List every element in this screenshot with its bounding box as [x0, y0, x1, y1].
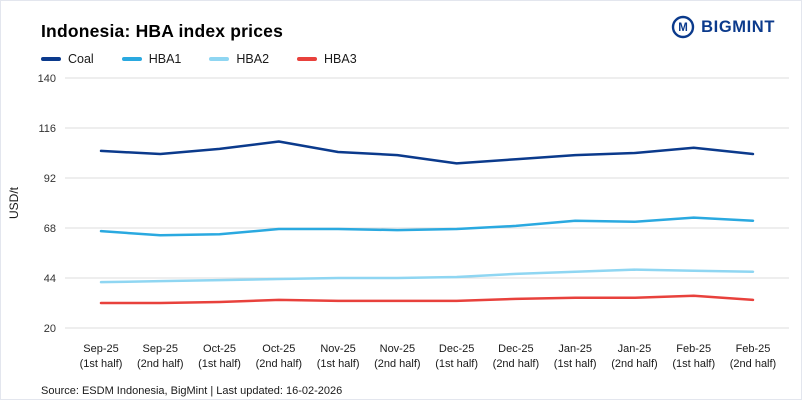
legend-swatch-hba1 — [121, 57, 142, 61]
y-tick-label: 116 — [38, 123, 56, 135]
source-note: Source: ESDM Indonesia, BigMint | Last u… — [41, 385, 343, 397]
series-line-hba1 — [99, 216, 755, 237]
legend-swatch-coal — [41, 57, 61, 61]
x-tick-label: Sep-25 (1st half) — [80, 343, 123, 370]
x-tick-label: Nov-25 (2nd half) — [374, 343, 420, 370]
header: Indonesia: HBA index prices M BIGMINT — [1, 1, 801, 42]
y-tick-label: 68 — [44, 223, 56, 235]
legend-swatch-hba2 — [209, 57, 230, 61]
series-line-hba2 — [99, 268, 755, 284]
x-tick-label: Dec-25 (1st half) — [435, 343, 478, 370]
legend-label: Coal — [68, 52, 94, 66]
x-tick-label: Oct-25 (1st half) — [198, 343, 241, 370]
brand-m-icon: M — [671, 15, 695, 39]
x-tick-label: Feb-25 (2nd half) — [730, 343, 776, 370]
x-tick-label: Sep-25 (2nd half) — [137, 343, 183, 370]
y-tick-label: 20 — [44, 323, 56, 335]
y-tick-label: 140 — [38, 73, 56, 85]
chart: 20 44 68 92 116 140 USD/t Sep-25 (1st half) Sep-2… — [1, 68, 801, 383]
series-line-hba3 — [99, 294, 755, 305]
x-tick-label: Jan-25 (1st half) — [554, 343, 597, 370]
x-tick-label: Oct-25 (2nd half) — [256, 343, 302, 370]
series-line-coal — [99, 140, 755, 165]
legend-item-hba2: HBA2 — [209, 52, 269, 66]
y-tick-label: 92 — [44, 173, 56, 185]
legend-item-coal: Coal — [41, 52, 94, 66]
x-tick-label: Nov-25 (1st half) — [317, 343, 360, 370]
legend-item-hba1: HBA1 — [121, 52, 182, 66]
x-tick-label: Dec-25 (2nd half) — [493, 343, 539, 370]
legend-swatch-hba3 — [297, 57, 318, 61]
svg-text:M: M — [678, 22, 688, 34]
y-axis-label: USD/t — [7, 186, 21, 219]
chart-legend: Coal HBA1 HBA2 HBA3 — [1, 42, 801, 66]
x-tick-label: Jan-25 (2nd half) — [611, 343, 657, 370]
brand-logo: M BIGMINT — [671, 15, 775, 39]
chart-svg: 20 44 68 92 116 140 USD/t Sep-25 (1st half) Sep-2… — [7, 73, 789, 370]
legend-label: HBA2 — [236, 52, 270, 66]
y-tick-label: 44 — [44, 273, 56, 285]
legend-label: HBA1 — [148, 52, 182, 66]
page-title: Indonesia: HBA index prices — [41, 21, 284, 41]
legend-item-hba3: HBA3 — [297, 52, 357, 66]
brand-name: BIGMINT — [701, 17, 775, 36]
legend-label: HBA3 — [324, 52, 357, 66]
x-tick-label: Feb-25 (1st half) — [672, 343, 715, 370]
